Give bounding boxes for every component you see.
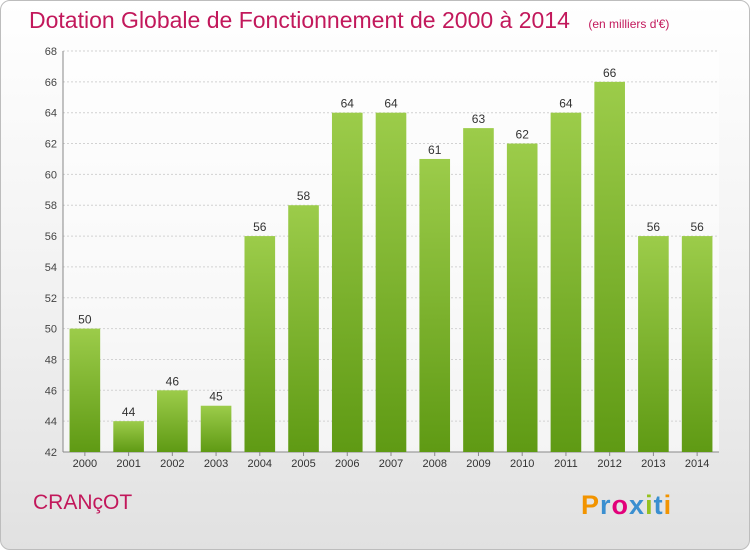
data-label: 64 bbox=[341, 97, 355, 111]
logo-letter: i bbox=[663, 490, 673, 520]
bar bbox=[69, 328, 101, 452]
commune-name: CRANçOT bbox=[33, 491, 133, 514]
bar bbox=[113, 421, 144, 452]
y-tick-label: 66 bbox=[45, 77, 57, 89]
bar bbox=[244, 236, 276, 452]
x-tick-label: 2005 bbox=[291, 458, 315, 470]
x-tick-label: 2012 bbox=[597, 458, 621, 470]
x-tick-label: 2010 bbox=[510, 458, 534, 470]
y-tick-label: 54 bbox=[45, 262, 57, 274]
bar bbox=[506, 143, 538, 453]
y-tick-label: 50 bbox=[45, 324, 57, 336]
x-tick-label: 2003 bbox=[204, 458, 228, 470]
data-label: 62 bbox=[516, 128, 530, 142]
x-tick-label: 2001 bbox=[116, 458, 140, 470]
y-tick-label: 48 bbox=[45, 354, 57, 366]
x-tick-label: 2006 bbox=[335, 458, 359, 470]
y-tick-label: 58 bbox=[45, 200, 57, 212]
data-label: 56 bbox=[647, 220, 661, 234]
bar bbox=[419, 158, 451, 452]
y-tick-label: 62 bbox=[45, 139, 57, 151]
data-label: 64 bbox=[384, 97, 398, 111]
bar bbox=[157, 390, 188, 452]
data-label: 63 bbox=[472, 112, 486, 126]
data-label: 45 bbox=[209, 390, 223, 404]
chart-title-unit: (en milliers d'€) bbox=[588, 17, 670, 31]
logo-letter: r bbox=[600, 490, 612, 520]
data-label: 56 bbox=[690, 220, 704, 234]
bar bbox=[463, 128, 494, 452]
x-tick-label: 2002 bbox=[160, 458, 184, 470]
x-tick-label: 2014 bbox=[685, 458, 709, 470]
bar bbox=[200, 405, 232, 452]
chart-title-main: Dotation Globale de Fonctionnement de 20… bbox=[29, 7, 570, 33]
bar bbox=[681, 236, 713, 452]
bar bbox=[331, 112, 363, 452]
y-tick-label: 44 bbox=[45, 416, 57, 428]
y-tick-label: 52 bbox=[45, 293, 57, 305]
data-label: 58 bbox=[297, 189, 311, 203]
data-label: 61 bbox=[428, 143, 442, 157]
x-tick-label: 2007 bbox=[379, 458, 403, 470]
data-label: 64 bbox=[559, 97, 573, 111]
y-tick-label: 56 bbox=[45, 231, 57, 243]
x-tick-label: 2000 bbox=[73, 458, 97, 470]
y-tick-label: 64 bbox=[45, 108, 57, 120]
x-tick-label: 2011 bbox=[554, 458, 578, 470]
y-tick-label: 46 bbox=[45, 385, 57, 397]
logo-letter: x bbox=[629, 490, 646, 520]
chart-title: Dotation Globale de Fonctionnement de 20… bbox=[29, 7, 669, 34]
x-tick-label: 2004 bbox=[248, 458, 272, 470]
logo-letter: o bbox=[611, 490, 630, 520]
bar bbox=[288, 205, 319, 452]
data-label: 50 bbox=[78, 313, 92, 327]
bar bbox=[550, 112, 582, 452]
bar bbox=[375, 112, 407, 452]
y-tick-label: 68 bbox=[45, 46, 57, 58]
logo-letter: i bbox=[645, 490, 654, 520]
bar bbox=[638, 236, 669, 452]
data-label: 56 bbox=[253, 220, 267, 234]
y-tick-label: 60 bbox=[45, 169, 57, 181]
x-tick-label: 2008 bbox=[422, 458, 446, 470]
logo-letter: t bbox=[653, 490, 664, 520]
logo-letter: P bbox=[581, 490, 601, 520]
y-tick-label: 42 bbox=[45, 447, 57, 459]
proxiti-logo: Proxiti bbox=[581, 490, 672, 521]
data-label: 44 bbox=[122, 405, 136, 419]
data-label: 66 bbox=[603, 66, 617, 80]
x-tick-label: 2013 bbox=[641, 458, 665, 470]
bar bbox=[594, 81, 625, 452]
x-tick-label: 2009 bbox=[466, 458, 490, 470]
data-label: 46 bbox=[166, 374, 180, 388]
